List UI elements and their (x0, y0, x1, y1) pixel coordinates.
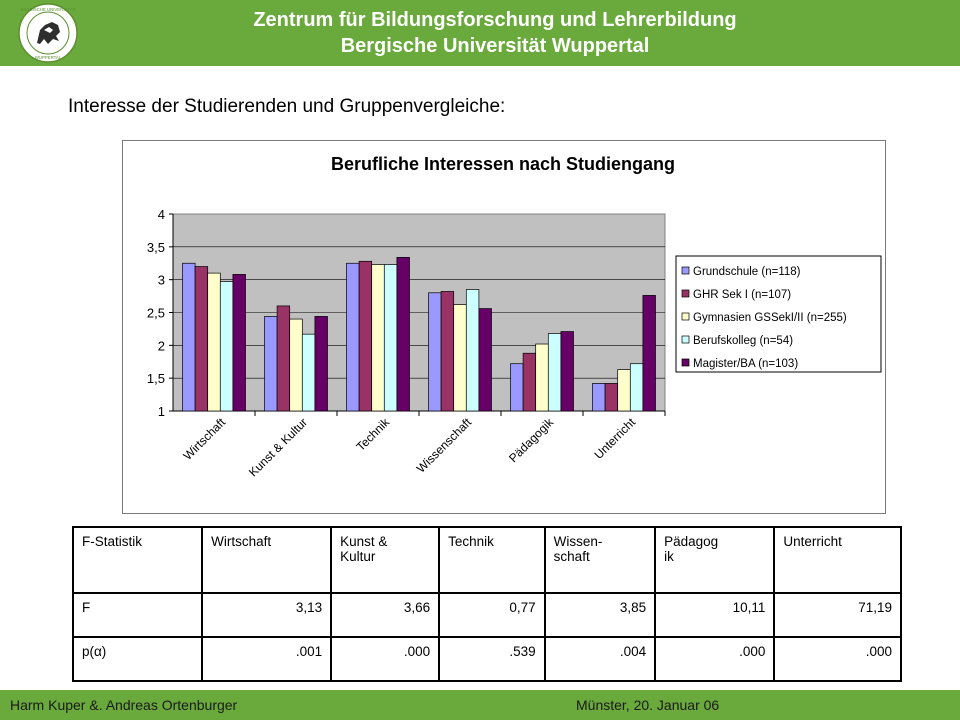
legend-label: Grundschule (n=118) (693, 266, 801, 278)
table-header-cell: F-Statistik (71, 526, 204, 594)
legend-swatch (681, 289, 690, 298)
svg-text:BERGISCHE UNIVERSITÄT: BERGISCHE UNIVERSITÄT (21, 7, 76, 12)
legend-swatch (681, 312, 690, 321)
bar (276, 305, 291, 412)
table-header-cell: Kunst & Kultur (330, 526, 441, 594)
bar (560, 331, 574, 412)
table-header-row: F-Statistik Wirtschaft Kunst & Kultur Te… (71, 526, 902, 594)
legend-label: Gymnasien GSSekI/II (n=255) (693, 312, 847, 324)
table-cell: .001 (201, 636, 333, 682)
table-header-cell: Pädagog ik (654, 526, 776, 594)
table-cell: .000 (330, 636, 441, 682)
bar (642, 295, 656, 412)
bar (617, 369, 631, 412)
bar (428, 292, 442, 412)
table-cell: .000 (773, 636, 902, 682)
header-title-line2: Bergische Universität Wuppertal (340, 35, 650, 57)
legend-swatch (681, 335, 690, 344)
x-tick-label: Wirtschaft (181, 415, 229, 463)
footer-bar: Harm Kuper &. Andreas Ortenburger Münste… (0, 690, 960, 720)
university-seal-icon: BERGISCHE UNIVERSITÄT WUPPERTAL (18, 3, 78, 63)
table-cell: .539 (438, 636, 546, 682)
table-cell: 71,19 (773, 592, 902, 638)
bar (182, 262, 196, 412)
bar (604, 383, 619, 412)
table-row-label: p(α) (71, 636, 204, 682)
table-header-cell: Wissen- schaft (543, 526, 657, 594)
bar (396, 256, 410, 412)
table-cell: 3,66 (330, 592, 441, 638)
bar (592, 383, 606, 412)
table-cell: 10,11 (654, 592, 776, 638)
legend-label: GHR Sek I (n=107) (693, 289, 791, 301)
legend-label: Magister/BA (n=103) (693, 358, 798, 370)
bar (440, 291, 455, 412)
bar (301, 333, 316, 412)
y-tick-label: 2,5 (147, 306, 165, 321)
bar (510, 363, 524, 412)
bar (465, 289, 480, 412)
footer-authors: Harm Kuper &. Andreas Ortenburger (10, 697, 238, 713)
svg-text:WUPPERTAL: WUPPERTAL (35, 55, 62, 60)
bar (453, 304, 467, 412)
legend-swatch (681, 358, 690, 367)
legend-box (675, 255, 882, 373)
table-header-cell: Unterricht (773, 526, 902, 594)
bar (314, 316, 328, 412)
header-bar: BERGISCHE UNIVERSITÄT WUPPERTAL Zentrum … (0, 0, 960, 66)
y-tick-label: 1,5 (147, 371, 165, 386)
table-row: F 3,13 3,66 0,77 3,85 10,11 71,19 (71, 592, 902, 638)
y-tick-label: 3 (158, 273, 165, 288)
bar (371, 264, 385, 412)
slide-subtitle: Interesse der Studierenden und Gruppenve… (68, 96, 506, 117)
bar (232, 274, 246, 412)
bar (629, 363, 644, 412)
table-cell: .004 (543, 636, 657, 682)
table-cell: 3,85 (543, 592, 657, 638)
bar (346, 262, 360, 412)
table-cell: .000 (654, 636, 776, 682)
bar (535, 343, 549, 412)
bar (289, 318, 303, 412)
y-tick-label: 2 (158, 338, 165, 353)
f-statistic-table: F-Statistik Wirtschaft Kunst & Kultur Te… (71, 526, 902, 682)
legend-swatch (681, 266, 690, 275)
bar (219, 281, 234, 412)
table-header-cell: Wirtschaft (201, 526, 333, 594)
x-tick-label: Technik (353, 415, 392, 454)
table-cell: 0,77 (438, 592, 546, 638)
y-tick-label: 4 (158, 207, 165, 222)
chart-container: Berufliche Interessen nach Studiengang 1 1… (122, 140, 886, 514)
y-tick-label: 1 (158, 404, 165, 419)
bar (358, 260, 373, 412)
table-row-label: F (71, 592, 204, 638)
bar (207, 272, 221, 412)
legend-label: Berufskolleg (n=54) (693, 335, 793, 347)
bar (522, 352, 537, 412)
bar-chart: Berufliche Interessen nach Studiengang 1 1… (147, 154, 882, 479)
table-header-cell: Technik (438, 526, 546, 594)
header-title-line1: Zentrum für Bildungsforschung und Lehrer… (253, 9, 737, 31)
y-tick-label: 3,5 (147, 240, 165, 255)
table-row: p(α) .001 .000 .539 .004 .000 .000 (71, 636, 902, 682)
x-tick-label: Unterricht (591, 415, 638, 462)
x-tick-label: Kunst & Kultur (246, 415, 310, 479)
chart-title: Berufliche Interessen nach Studiengang (331, 154, 675, 174)
bar (547, 333, 562, 412)
bar (194, 266, 209, 412)
bar (383, 264, 398, 412)
x-tick-label: Wissenschaft (414, 415, 475, 476)
footer-place-date: Münster, 20. Januar 06 (576, 697, 720, 713)
table-cell: 3,13 (201, 592, 333, 638)
x-tick-label: Pädagogik (506, 415, 557, 466)
bar (264, 316, 278, 412)
bar (478, 308, 492, 412)
